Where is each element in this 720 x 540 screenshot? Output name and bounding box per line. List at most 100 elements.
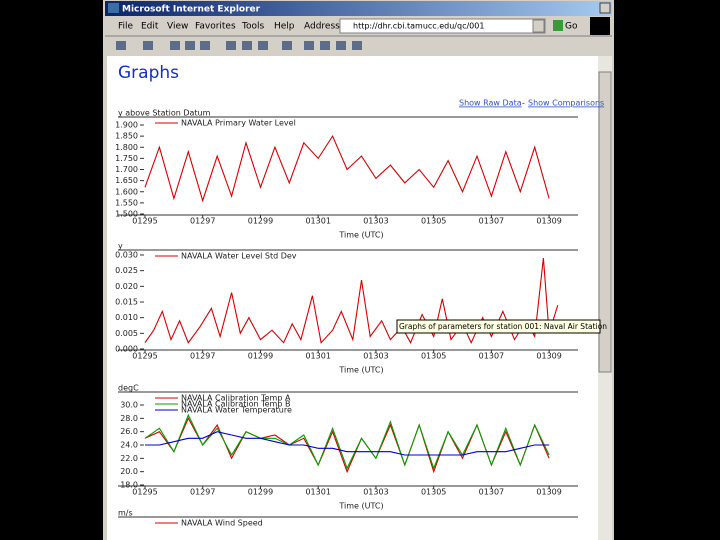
y-axis-label: degC [118, 384, 139, 393]
edit-button[interactable] [320, 41, 330, 50]
messenger-button[interactable] [352, 41, 362, 50]
y-tick-label: 0.030 [115, 251, 138, 260]
x-tick-label: 01299 [248, 217, 273, 226]
y-tick-label: 1.700 [115, 165, 138, 174]
toolbar [116, 41, 362, 50]
menu-item[interactable]: Help [274, 22, 295, 32]
throbber [590, 17, 610, 35]
y-tick-label: 22.0 [120, 454, 138, 463]
x-tick-label: 01309 [536, 352, 561, 361]
y-tick-label: 1.850 [115, 132, 138, 141]
address-label: Address [304, 22, 340, 32]
legend-label: NAVALA Wind Speed [181, 519, 263, 528]
link-separator: - [522, 99, 525, 108]
link[interactable]: Show Raw Data [459, 99, 522, 108]
y-tick-label: 1.900 [115, 121, 138, 130]
menu-item[interactable]: Favorites [195, 22, 236, 32]
x-tick-label: 01305 [421, 352, 446, 361]
forward-button[interactable] [143, 41, 153, 50]
y-tick-label: 0.010 [115, 313, 138, 322]
address-box[interactable] [339, 18, 546, 34]
y-tick-label: 0.005 [115, 329, 138, 338]
x-tick-label: 01301 [305, 352, 330, 361]
y-tick-label: 1.800 [115, 143, 138, 152]
x-tick-label: 01303 [363, 488, 388, 497]
menu-item[interactable]: Tools [241, 22, 264, 32]
y-tick-label: 18.0 [120, 481, 138, 490]
y-tick-label: 0.000 [115, 345, 138, 354]
link[interactable]: Show Comparisons [528, 99, 604, 108]
search-button[interactable] [226, 41, 236, 50]
y-tick-label: 28.0 [120, 414, 138, 423]
home-button[interactable] [200, 41, 210, 50]
y-tick-label: 1.750 [115, 154, 138, 163]
stop-button[interactable] [170, 41, 180, 50]
legend-label: NAVALA Water Temperature [181, 406, 292, 415]
print-button[interactable] [304, 41, 314, 50]
discuss-button[interactable] [336, 41, 346, 50]
scroll-thumb[interactable] [598, 71, 612, 373]
address-dropdown[interactable] [532, 19, 545, 33]
tooltip-text: Graphs of parameters for station 001: Na… [399, 322, 607, 331]
x-tick-label: 01301 [305, 217, 330, 226]
y-tick-label: 0.020 [115, 282, 138, 291]
menu-item[interactable]: Edit [141, 22, 159, 32]
tooltip [396, 319, 601, 334]
close-button[interactable] [599, 2, 611, 14]
x-tick-label: 01307 [479, 352, 504, 361]
y-tick-label: 1.500 [115, 210, 138, 219]
x-tick-label: 01295 [132, 217, 157, 226]
y-tick-label: 30.0 [120, 401, 138, 410]
y-tick-label: 26.0 [120, 427, 138, 436]
y-tick-label: 1.600 [115, 187, 138, 196]
series-line [144, 258, 559, 345]
go-icon[interactable] [553, 20, 563, 31]
back-button[interactable] [116, 41, 126, 50]
y-axis-label: y above Station Datum [118, 109, 211, 118]
legend-label: NAVALA Primary Water Level [181, 119, 296, 128]
history-button[interactable] [258, 41, 268, 50]
x-tick-label: 01307 [479, 217, 504, 226]
y-tick-label: 24.0 [120, 441, 138, 450]
x-tick-label: 01299 [248, 488, 273, 497]
go-button[interactable]: Go [565, 22, 578, 32]
x-tick-label: 01295 [132, 352, 157, 361]
y-tick-label: 0.015 [115, 298, 138, 307]
y-tick-label: 1.650 [115, 176, 138, 185]
title-bar [105, 1, 612, 16]
y-tick-label: 20.0 [120, 467, 138, 476]
address-url[interactable]: http://dhr.cbi.tamucc.edu/qc/001 [353, 22, 484, 31]
menu-item[interactable]: View [167, 22, 188, 32]
content-area [107, 56, 598, 540]
x-tick-label: 01297 [190, 217, 215, 226]
mail-button[interactable] [282, 41, 292, 50]
page-heading: Graphs [118, 63, 179, 83]
x-tick-label: 01305 [421, 217, 446, 226]
favorites-button[interactable] [242, 41, 252, 50]
x-tick-label: 01299 [248, 352, 273, 361]
x-axis-label: Time (UTC) [338, 231, 383, 240]
x-tick-label: 01309 [536, 488, 561, 497]
legend-label: NAVALA Calibration Temp B [181, 400, 290, 409]
series-line [144, 134, 550, 203]
x-tick-label: 01297 [190, 352, 215, 361]
x-tick-label: 01297 [190, 488, 215, 497]
app-icon [108, 3, 119, 13]
x-tick-label: 01307 [479, 488, 504, 497]
x-axis-label: Time (UTC) [338, 366, 383, 375]
legend-label: NAVALA Water Level Std Dev [181, 252, 297, 261]
menu-item[interactable]: File [118, 22, 134, 32]
x-tick-label: 01305 [421, 488, 446, 497]
y-tick-label: 0.025 [115, 266, 138, 275]
window-title: Microsoft Internet Explorer [122, 5, 261, 15]
refresh-button[interactable] [185, 41, 195, 50]
y-tick-label: 1.550 [115, 198, 138, 207]
series-line [145, 431, 550, 456]
y-axis-label: y [118, 242, 123, 251]
x-tick-label: 01309 [536, 217, 561, 226]
x-tick-label: 01295 [132, 488, 157, 497]
x-tick-label: 01301 [305, 488, 330, 497]
